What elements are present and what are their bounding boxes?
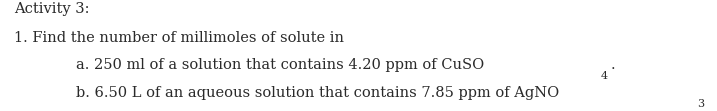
Text: .: . bbox=[610, 58, 615, 72]
Text: 3: 3 bbox=[698, 99, 705, 109]
Text: Activity 3:: Activity 3: bbox=[14, 2, 90, 16]
Text: 1. Find the number of millimoles of solute in: 1. Find the number of millimoles of solu… bbox=[14, 31, 344, 45]
Text: b. 6.50 L of an aqueous solution that contains 7.85 ppm of AgNO: b. 6.50 L of an aqueous solution that co… bbox=[77, 86, 560, 100]
Text: 4: 4 bbox=[601, 70, 608, 81]
Text: a. 250 ml of a solution that contains 4.20 ppm of CuSO: a. 250 ml of a solution that contains 4.… bbox=[77, 58, 485, 72]
